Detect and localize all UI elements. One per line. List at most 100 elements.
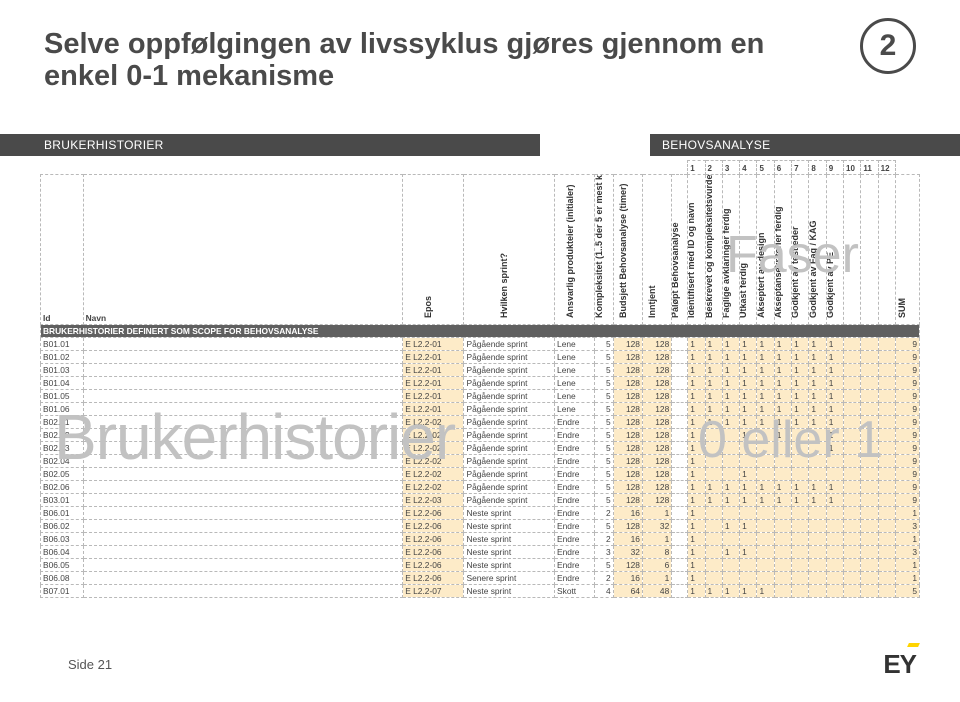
cell-bit: 1 <box>757 338 774 351</box>
cell-bit <box>878 481 895 494</box>
cell-budsjett: 128 <box>613 559 642 572</box>
cell-bit: 1 <box>740 416 757 429</box>
cell-bit <box>844 338 861 351</box>
table-row: B01.01E L2.2-01Pågående sprintLene512812… <box>41 338 920 351</box>
cell-bit <box>861 585 878 598</box>
cell-palopt <box>672 377 688 390</box>
cell-bit: 1 <box>740 377 757 390</box>
cell-bit <box>757 442 774 455</box>
cell-inntjent: 128 <box>642 364 671 377</box>
cell-budsjett: 128 <box>613 455 642 468</box>
cell-bit <box>861 364 878 377</box>
cell-inntjent: 1 <box>642 572 671 585</box>
col-number-row: 123456789101112 <box>41 161 920 175</box>
cell-id: B01.05 <box>41 390 84 403</box>
cell-ansvarlig: Endre <box>555 455 595 468</box>
cell-bit: 1 <box>705 585 722 598</box>
cell-sprint: Pågående sprint <box>464 377 555 390</box>
cell-bit: 1 <box>740 390 757 403</box>
cell-palopt <box>672 572 688 585</box>
hdr-palopt: Påløpt Behovsanalyse <box>672 175 680 319</box>
cell-bit: 1 <box>757 364 774 377</box>
cell-bit <box>861 494 878 507</box>
cell-navn <box>83 520 403 533</box>
cell-sum: 3 <box>895 546 919 559</box>
hdr-budsjett: Budsjett Behovsanalyse (timer) <box>618 175 628 319</box>
cell-bit: 1 <box>774 364 791 377</box>
cell-bit: 1 <box>705 377 722 390</box>
cell-bit: 1 <box>792 338 809 351</box>
cell-budsjett: 64 <box>613 585 642 598</box>
cell-sum: 9 <box>895 338 919 351</box>
col-number: 3 <box>722 161 739 175</box>
cell-bit <box>792 442 809 455</box>
table-row: B06.08E L2.2-06Senere sprintEndre216111 <box>41 572 920 585</box>
cell-budsjett: 16 <box>613 572 642 585</box>
cell-bit <box>792 520 809 533</box>
cell-sum: 9 <box>895 364 919 377</box>
cell-sum: 3 <box>895 520 919 533</box>
cell-budsjett: 32 <box>613 546 642 559</box>
cell-id: B02.05 <box>41 468 84 481</box>
cell-bit: 1 <box>826 481 843 494</box>
cell-bit <box>774 546 791 559</box>
cell-ansvarlig: Lene <box>555 377 595 390</box>
cell-inntjent: 32 <box>642 520 671 533</box>
cell-budsjett: 16 <box>613 507 642 520</box>
cell-bit: 1 <box>688 416 705 429</box>
cell-bit <box>844 364 861 377</box>
cell-inntjent: 128 <box>642 377 671 390</box>
cell-palopt <box>672 533 688 546</box>
cell-ansvarlig: Endre <box>555 533 595 546</box>
cell-bit <box>878 364 895 377</box>
cell-budsjett: 128 <box>613 403 642 416</box>
cell-bit <box>861 507 878 520</box>
cell-bit <box>861 481 878 494</box>
cell-bit <box>826 559 843 572</box>
cell-epos: E L2.2-02 <box>403 468 464 481</box>
cell-bit <box>774 585 791 598</box>
table-row: B06.05E L2.2-06Neste sprintEndre5128611 <box>41 559 920 572</box>
cell-epos: E L2.2-03 <box>403 494 464 507</box>
cell-bit: 1 <box>688 507 705 520</box>
cell-bit <box>826 520 843 533</box>
chapter-badge: 2 <box>860 18 916 74</box>
cell-bit: 1 <box>774 481 791 494</box>
cell-bit: 1 <box>705 416 722 429</box>
cell-bit: 1 <box>740 468 757 481</box>
cell-bit <box>809 520 826 533</box>
cell-palopt <box>672 442 688 455</box>
cell-bit <box>740 507 757 520</box>
cell-ansvarlig: Lene <box>555 390 595 403</box>
cell-bit <box>844 442 861 455</box>
hdr-epos: Epos <box>423 175 433 319</box>
cell-bit: 1 <box>688 520 705 533</box>
cell-bit <box>861 429 878 442</box>
cell-id: B06.08 <box>41 572 84 585</box>
cell-sprint: Neste sprint <box>464 546 555 559</box>
cell-bit <box>757 455 774 468</box>
cell-bit <box>844 520 861 533</box>
cell-bit: 1 <box>826 377 843 390</box>
data-table: 123456789101112 Id Navn Epos Hvilken spr… <box>40 160 920 598</box>
cell-bit <box>844 416 861 429</box>
cell-bit <box>740 559 757 572</box>
cell-bit: 1 <box>826 429 843 442</box>
cell-bit <box>878 390 895 403</box>
hdr-b9: Godkjent av PE <box>826 175 835 319</box>
cell-id: B06.02 <box>41 520 84 533</box>
cell-bit <box>861 455 878 468</box>
cell-bit <box>774 559 791 572</box>
cell-inntjent: 1 <box>642 507 671 520</box>
cell-bit <box>844 468 861 481</box>
cell-bit: 1 <box>809 338 826 351</box>
cell-navn <box>83 390 403 403</box>
cell-navn <box>83 572 403 585</box>
cell-bit <box>809 507 826 520</box>
page-title: Selve oppfølgingen av livssyklus gjøres … <box>44 28 804 93</box>
cell-bit <box>826 468 843 481</box>
cell-bit: 1 <box>826 442 843 455</box>
cell-navn <box>83 455 403 468</box>
cell-bit: 1 <box>826 364 843 377</box>
cell-bit <box>792 507 809 520</box>
